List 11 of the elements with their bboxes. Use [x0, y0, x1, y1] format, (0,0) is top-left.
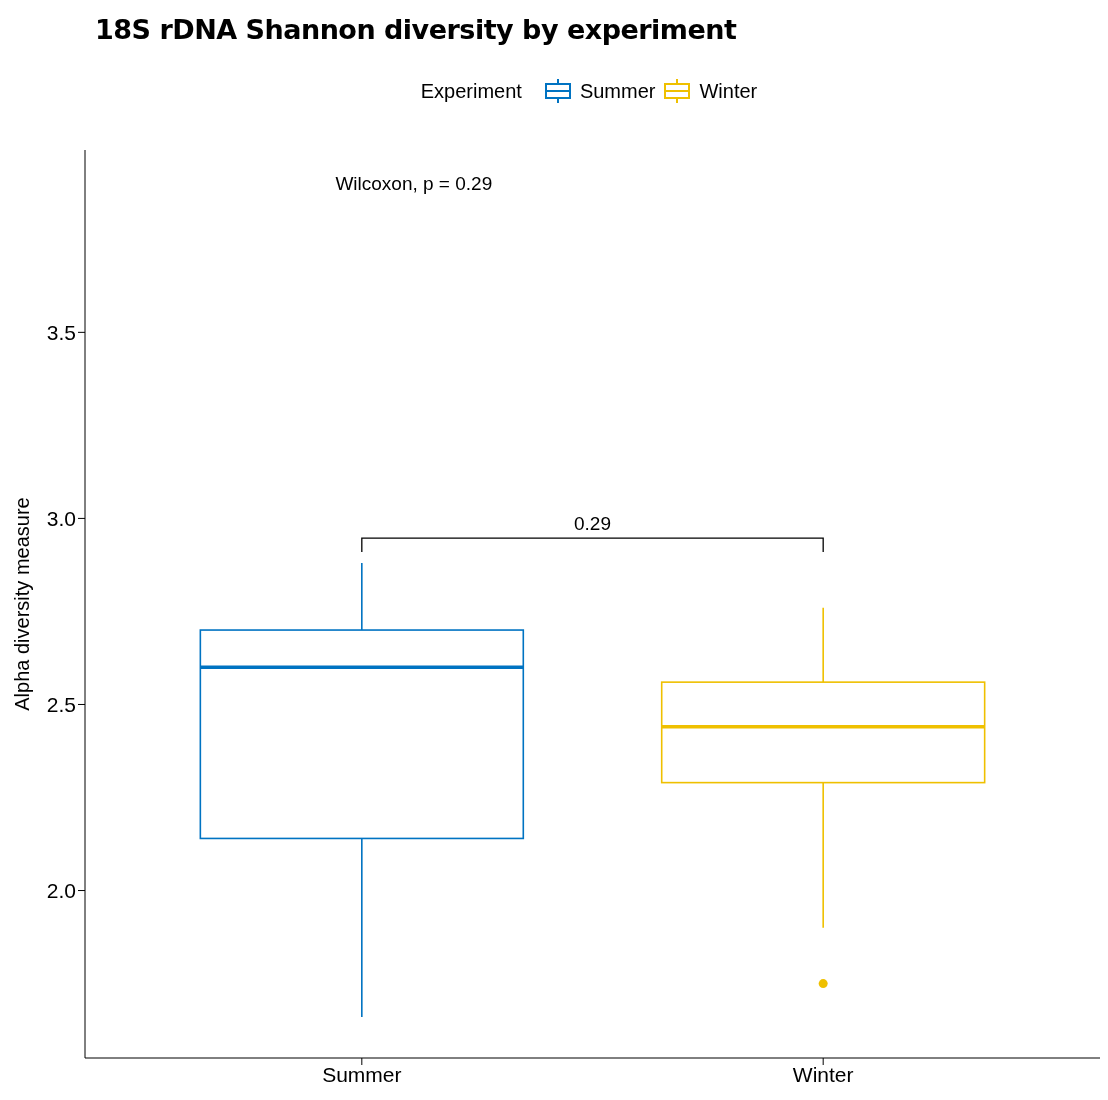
- y-tick-label: 2.0: [46, 879, 76, 902]
- chart-title: 18S rDNA Shannon diversity by experiment: [94, 13, 738, 47]
- legend-title: Experiment: [420, 79, 522, 103]
- annotation: Wilcoxon, p = 0.29: [335, 173, 493, 194]
- legend-label: Winter: [699, 79, 758, 103]
- y-tick-label: 3.5: [46, 320, 76, 344]
- y-tick-label: 2.5: [46, 692, 76, 716]
- legend-label: Summer: [579, 79, 656, 103]
- annotation: 0.29: [574, 513, 611, 535]
- y-axis-title: Alpha diversity measure: [11, 497, 34, 711]
- y-tick-label: 3.0: [46, 506, 76, 530]
